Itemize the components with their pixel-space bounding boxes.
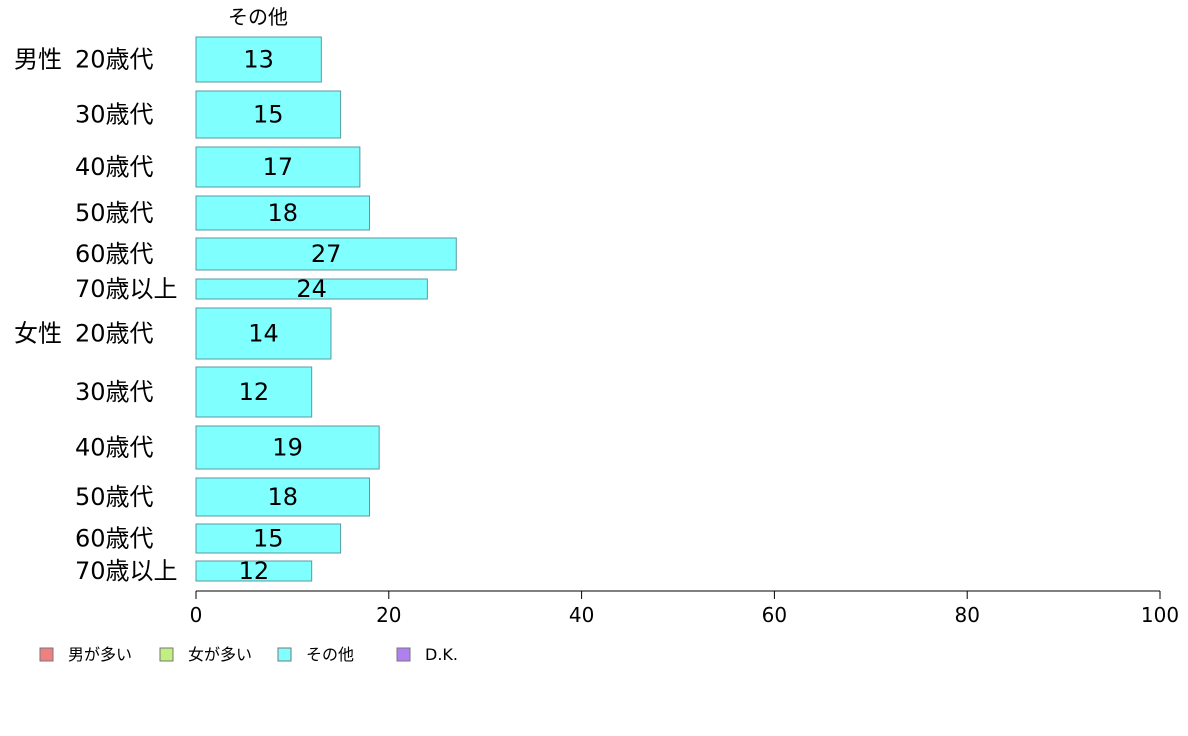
category-label: 70歳以上 [75,557,178,585]
bar-value-label: 13 [243,46,274,74]
category-label: 50歳代 [75,199,154,227]
legend: 男が多い 女が多い その他 D.K. [39,645,458,664]
legend-label: 女が多い [188,645,252,664]
legend-swatch [159,647,174,662]
bar-value-label: 18 [267,199,298,227]
category-label: 40歳代 [75,153,154,181]
bar-value-label: 19 [272,434,303,462]
bar [195,237,457,271]
category-label: 20歳代 [75,46,154,74]
bar [195,560,313,582]
category-labels: 20歳代 30歳代 40歳代 50歳代 60歳代 70歳以上 20歳代 30歳代 40歳代 50歳… [75,46,178,586]
bar-value-label: 27 [311,240,342,268]
bar [195,425,380,470]
x-axis-ticks: 0 20 40 60 80 100 [190,591,1179,627]
x-tick-label: 100 [1141,603,1179,627]
bar [195,195,371,231]
bar [195,146,361,188]
bar-value-label: 12 [239,557,270,585]
bar-value-label: 17 [263,153,294,181]
bar-value-label: 14 [248,320,279,348]
group-label: 女性 [14,320,62,348]
bar-value-label: 15 [253,101,284,129]
x-tick-label: 80 [954,603,979,627]
bar-value-label: 18 [267,483,298,511]
category-label: 40歳代 [75,434,154,462]
category-label: 70歳以上 [75,275,178,303]
bar-value-label: 15 [253,525,284,553]
bar [195,523,342,554]
category-label: 50歳代 [75,483,154,511]
x-tick-label: 0 [190,603,203,627]
x-tick-label: 40 [569,603,594,627]
group-label: 男性 [14,46,62,74]
bar [195,366,313,418]
bar-value-label: 24 [296,275,327,303]
x-tick-label: 20 [376,603,401,627]
legend-swatch [277,647,292,662]
legend-swatch [396,647,411,662]
bar [195,36,322,83]
bar [195,278,428,300]
legend-swatch [39,647,54,662]
bar [195,90,342,139]
category-label: 30歳代 [75,378,154,406]
category-label: 20歳代 [75,320,154,348]
category-label: 60歳代 [75,525,154,553]
bar [195,477,371,517]
legend-label: 男が多い [68,645,132,664]
category-label: 60歳代 [75,240,154,268]
x-tick-label: 60 [762,603,787,627]
bar [195,307,332,360]
legend-label: その他 [306,645,354,664]
series-header: その他 [228,5,288,29]
bar-value-label: 12 [239,378,270,406]
bars [195,36,457,582]
category-label: 30歳代 [75,101,154,129]
legend-label: D.K. [425,645,458,664]
